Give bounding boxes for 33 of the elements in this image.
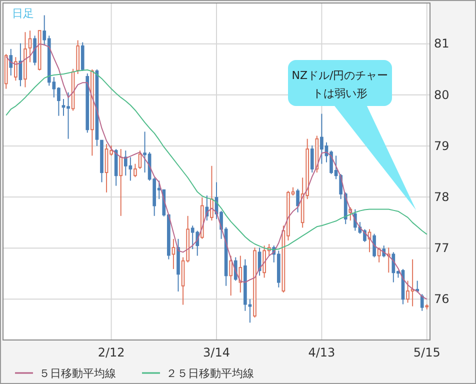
candlestick bbox=[238, 255, 242, 294]
y-tick-label: 81 bbox=[434, 36, 450, 51]
candlestick bbox=[420, 294, 424, 312]
candlestick bbox=[296, 188, 300, 213]
annotation: NZドル/円のチャートは弱い形 bbox=[292, 69, 388, 100]
legend-label: ２５日移動平均線 bbox=[166, 367, 254, 380]
x-tick-label: 2/12 bbox=[98, 346, 125, 360]
candlestick bbox=[28, 30, 32, 63]
candlestick bbox=[134, 163, 137, 178]
x-tick-label: 4/13 bbox=[308, 346, 336, 360]
candlestick bbox=[386, 247, 390, 274]
candlestick bbox=[138, 150, 142, 170]
candlestick bbox=[9, 48, 13, 76]
x-tick-label: 5/15 bbox=[413, 346, 440, 360]
candlestick bbox=[33, 35, 36, 66]
candlestick bbox=[80, 42, 84, 72]
candlestick bbox=[172, 238, 176, 270]
chart-title: 日足 bbox=[12, 7, 34, 20]
candlestick bbox=[416, 280, 419, 294]
legend-label: ５日移動平均線 bbox=[39, 367, 116, 380]
candlestick bbox=[310, 144, 314, 174]
y-tick-label: 79 bbox=[434, 138, 450, 153]
candlestick bbox=[210, 165, 214, 222]
x-tick-label: 3/14 bbox=[203, 346, 230, 360]
y-tick-label: 78 bbox=[434, 190, 450, 204]
candlestick bbox=[14, 56, 18, 82]
candlestick bbox=[229, 255, 233, 296]
y-tick-label: 80 bbox=[434, 88, 450, 102]
candlestick bbox=[382, 245, 386, 258]
y-tick-label: 77 bbox=[434, 240, 450, 255]
candlestick bbox=[119, 148, 123, 216]
candlestick bbox=[372, 233, 376, 258]
y-tick-label: 76 bbox=[434, 292, 450, 306]
